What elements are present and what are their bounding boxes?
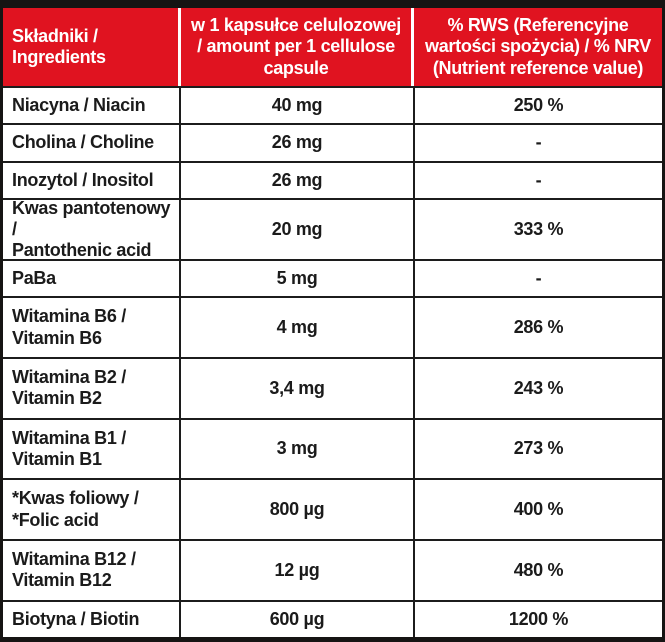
ingredient-name-cell: Kwas pantotenowy / Pantothenic acid xyxy=(3,198,181,260)
nrv-percent-cell: 333 % xyxy=(513,218,564,239)
table-row: Niacyna / Niacin 40 mg 250 % xyxy=(3,86,662,124)
table-row: *Kwas foliowy / *Folic acid 800 µg 400 % xyxy=(3,478,662,539)
ingredient-name-cell: Niacyna / Niacin xyxy=(3,88,181,124)
amount-cell: 4 mg xyxy=(181,298,415,357)
amount-cell: 3,4 mg xyxy=(181,358,415,418)
table-row: Witamina B1 / Vitamin B1 3 mg 273 % xyxy=(3,417,662,479)
header-amount-per-capsule: w 1 kapsułce celulozowej / amount per 1 … xyxy=(181,8,414,86)
header-nrv-percent: % RWS (Referencyjne wartości spożycia) /… xyxy=(425,15,651,78)
amount-cell: 20 mg xyxy=(181,200,415,259)
amount-cell: 26 mg xyxy=(181,125,415,161)
amount-cell: 5 mg xyxy=(181,260,415,297)
nrv-percent-cell: 400 % xyxy=(513,499,564,520)
nrv-percent-cell: - xyxy=(535,169,542,190)
amount-cell: 800 µg xyxy=(181,480,415,539)
amount-cell: 12 µg xyxy=(181,540,415,600)
top-black-bar xyxy=(0,0,665,8)
nrv-percent-cell: 286 % xyxy=(513,317,564,338)
table-row: Witamina B12 / Vitamin B12 12 µg 480 % xyxy=(3,538,662,600)
header-ingredients: Składniki / Ingredients xyxy=(3,8,181,86)
nrv-percent-cell: - xyxy=(535,267,542,288)
table-row: Witamina B2 / Vitamin B2 3,4 mg 243 % xyxy=(3,356,662,418)
amount-cell: 3 mg xyxy=(181,419,415,479)
ingredient-name-cell: Inozytol / Inositol xyxy=(3,162,181,199)
table-header-row: Składniki / Ingredients w 1 kapsułce cel… xyxy=(0,8,665,86)
bottom-black-bar xyxy=(0,637,665,642)
ingredient-name-cell: PaBa xyxy=(3,260,181,297)
nrv-percent-cell: 1200 % xyxy=(508,608,569,629)
nrv-percent-cell: 480 % xyxy=(513,559,564,580)
table-row: Biotyna / Biotin 600 µg 1200 % xyxy=(3,599,662,638)
table-row: PaBa 5 mg - xyxy=(3,258,662,297)
amount-cell: 600 µg xyxy=(181,601,415,638)
amount-cell: 40 mg xyxy=(181,88,415,124)
ingredient-name-cell: *Kwas foliowy / *Folic acid xyxy=(3,480,181,539)
ingredient-name-cell: Biotyna / Biotin xyxy=(3,601,181,638)
ingredient-name-cell: Witamina B2 / Vitamin B2 xyxy=(3,358,181,418)
ingredient-name-cell: Cholina / Choline xyxy=(3,125,181,161)
nrv-percent-cell: 243 % xyxy=(513,377,564,398)
ingredient-name-cell: Witamina B12 / Vitamin B12 xyxy=(3,540,181,600)
amount-cell: 26 mg xyxy=(181,162,415,199)
ingredient-name-cell: Witamina B6 / Vitamin B6 xyxy=(3,298,181,357)
table-body: Niacyna / Niacin 40 mg 250 % Cholina / C… xyxy=(0,86,665,638)
nrv-percent-cell: 273 % xyxy=(513,438,564,459)
nrv-percent-cell: - xyxy=(535,132,542,153)
table-row: Kwas pantotenowy / Pantothenic acid 20 m… xyxy=(3,198,662,260)
table-row: Witamina B6 / Vitamin B6 4 mg 286 % xyxy=(3,296,662,357)
ingredient-name-cell: Witamina B1 / Vitamin B1 xyxy=(3,419,181,479)
table-row: Cholina / Choline 26 mg - xyxy=(3,123,662,161)
nrv-percent-cell: 250 % xyxy=(513,95,564,116)
table-row: Inozytol / Inositol 26 mg - xyxy=(3,160,662,199)
